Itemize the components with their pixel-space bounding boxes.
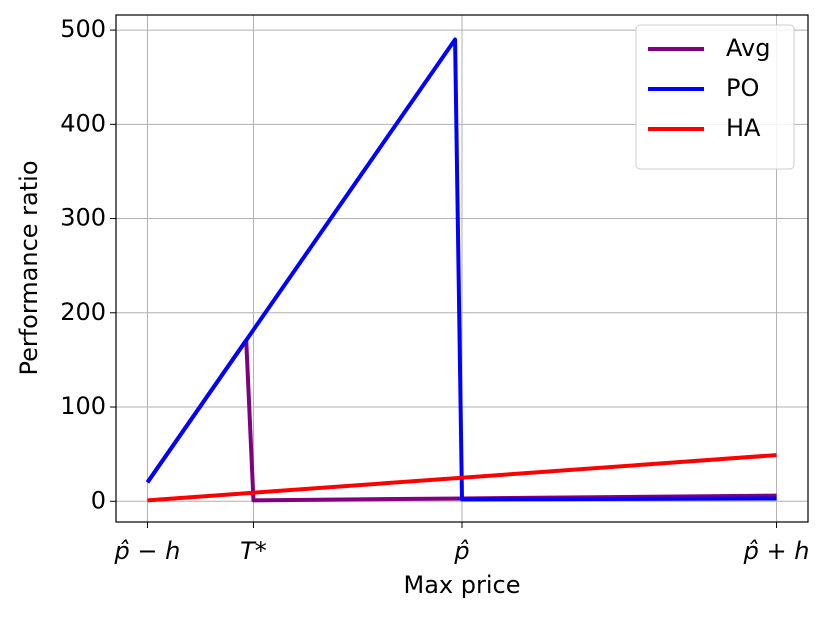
x-tick-label: T* [240,537,267,565]
legend-label: PO [726,74,759,102]
legend-box [635,24,795,170]
legend-label: Avg [726,34,770,62]
y-tick-label: 300 [60,204,106,232]
line-series [147,453,777,503]
y-tick-label: 0 [91,486,106,514]
legend-label: HA [726,114,761,142]
x-tick-label: p̂ [453,537,469,565]
y-axis-label: Performance ratio [15,160,43,375]
plot-frame [115,14,809,523]
x-tick-label: p̂ + h [743,537,810,565]
x-tick-label: p̂ − h [114,537,181,565]
x-axis-label: Max price [404,571,521,599]
y-tick-label: 200 [60,298,106,326]
y-tick-label: 400 [60,109,106,137]
y-tick-label: 500 [60,15,106,43]
line-series [145,37,777,502]
y-tick-label: 100 [60,392,106,420]
